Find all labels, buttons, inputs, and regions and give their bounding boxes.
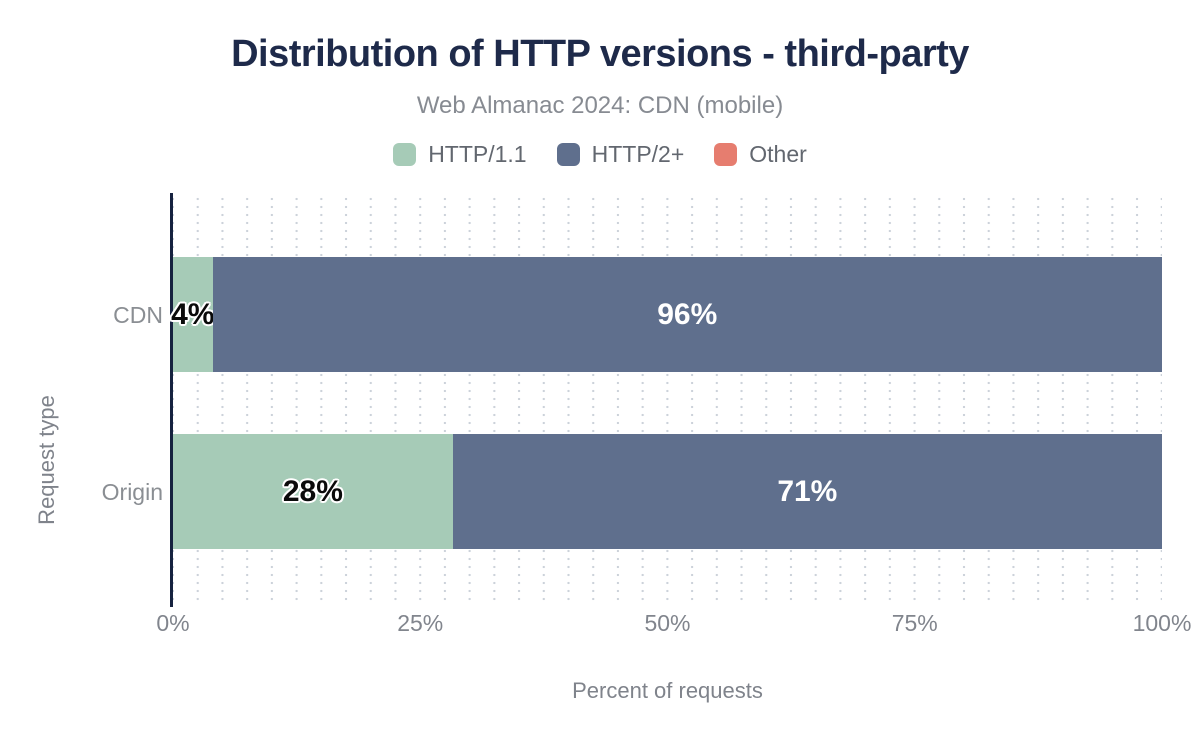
- legend-swatch-icon: [556, 143, 580, 166]
- bar-segment-http-1-1-origin[interactable]: 28%: [173, 434, 453, 549]
- legend-item-label: HTTP/2+: [591, 141, 685, 167]
- y-tick-label-cdn: CDN: [113, 301, 163, 328]
- bar-row-origin: 28% 71%: [173, 434, 1162, 549]
- y-tick-label-origin: Origin: [101, 478, 163, 505]
- legend-item-label: Other: [749, 141, 807, 167]
- bar-value-label: 96%: [657, 297, 718, 331]
- legend-item-http-2[interactable]: HTTP/2+: [556, 141, 685, 168]
- bar-value-label: 4%: [171, 297, 215, 331]
- x-tick-label-75: 75%: [891, 610, 938, 636]
- legend-item-label: HTTP/1.1: [428, 141, 527, 167]
- y-axis-title: Request type: [34, 395, 59, 525]
- plot-area: 4% 96% 28% 71% 0% 25% 50% 75% 100%: [156, 193, 1191, 636]
- bar-value-label: 28%: [282, 474, 343, 508]
- x-tick-label-0: 0%: [156, 610, 190, 636]
- x-tick-label-50: 50%: [644, 610, 691, 636]
- bar-row-cdn: 4% 96%: [171, 257, 1162, 372]
- bar-segment-http-2-origin[interactable]: 71%: [452, 434, 1162, 549]
- legend-swatch-icon: [714, 143, 738, 166]
- y-axis-line: [170, 193, 173, 607]
- x-axis-title: Percent of requests: [572, 678, 763, 703]
- legend-item-other[interactable]: Other: [714, 141, 807, 168]
- legend-swatch-icon: [393, 143, 417, 166]
- x-tick-label-25: 25%: [397, 610, 444, 636]
- legend: HTTP/1.1 HTTP/2+ Other: [0, 141, 1200, 168]
- bar-value-label: 71%: [777, 474, 838, 508]
- legend-item-http-1-1[interactable]: HTTP/1.1: [393, 141, 527, 168]
- chart-subtitle: Web Almanac 2024: CDN (mobile): [416, 92, 784, 119]
- bar-segment-http-1-1-cdn[interactable]: 4%: [171, 257, 215, 372]
- bar-segment-http-2-cdn[interactable]: 96%: [212, 257, 1162, 372]
- chart-title: Distribution of HTTP versions - third-pa…: [231, 33, 969, 75]
- x-tick-label-100: 100%: [1132, 610, 1192, 636]
